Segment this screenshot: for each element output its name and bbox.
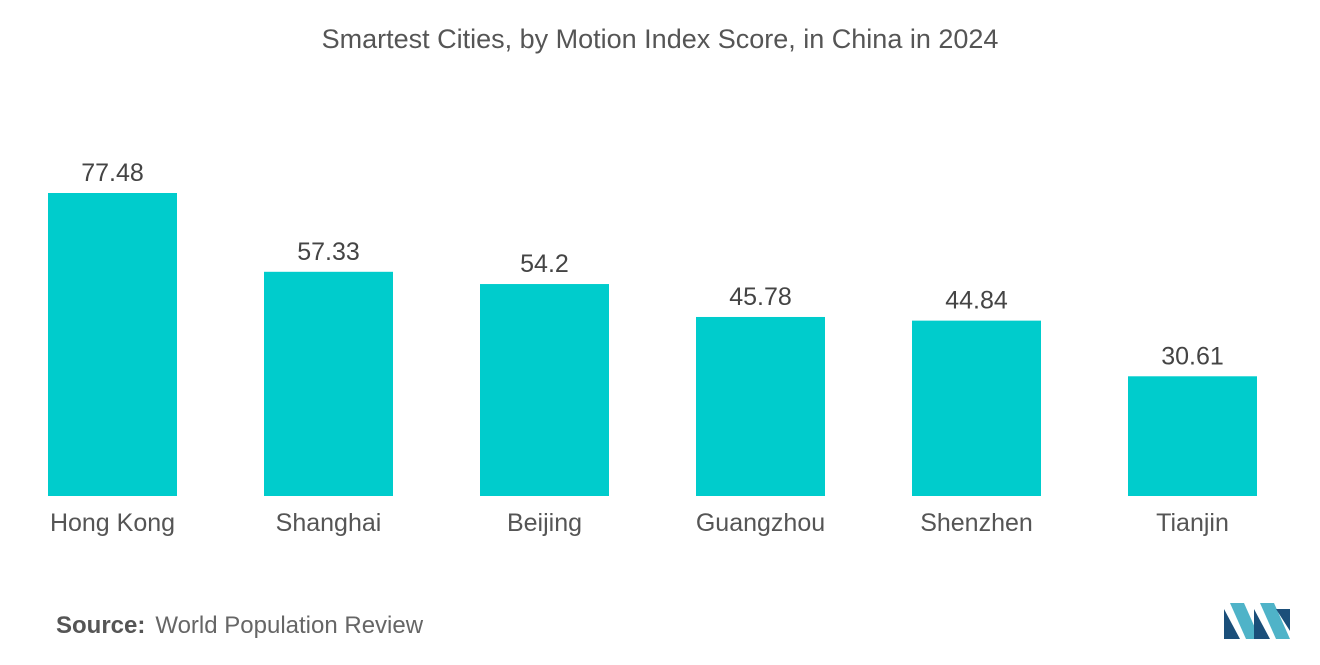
mordor-intelligence-logo-icon	[1224, 603, 1290, 639]
value-label: 44.84	[945, 287, 1008, 315]
value-label: 45.78	[729, 283, 792, 311]
value-label: 77.48	[81, 159, 144, 187]
category-label: Guangzhou	[696, 509, 825, 537]
bar-guangzhou	[696, 316, 825, 496]
category-label: Hong Kong	[50, 509, 175, 537]
bar-shenzhen	[912, 320, 1041, 496]
bar-tianjin	[1128, 376, 1257, 496]
category-label: Tianjin	[1156, 509, 1229, 537]
bar-chart: 77.48 57.33 54.2 45.78 44.84 30.61 Hong Kong S…	[48, 159, 1257, 537]
category-label: Shenzhen	[920, 509, 1033, 537]
value-label: 30.61	[1161, 342, 1224, 370]
source-note: Source: World Population Review	[56, 612, 423, 640]
source-text: World Population Review	[155, 612, 424, 639]
value-label: 57.33	[297, 238, 360, 266]
bar-hong-kong	[48, 193, 177, 496]
value-label: 54.2	[520, 250, 569, 278]
bar-beijing	[480, 284, 609, 496]
source-label: Source:	[56, 612, 146, 639]
category-label: Beijing	[507, 509, 582, 537]
bar-shanghai	[264, 271, 393, 496]
chart-title: Smartest Cities, by Motion Index Score, …	[321, 24, 999, 54]
category-label: Shanghai	[276, 509, 382, 537]
